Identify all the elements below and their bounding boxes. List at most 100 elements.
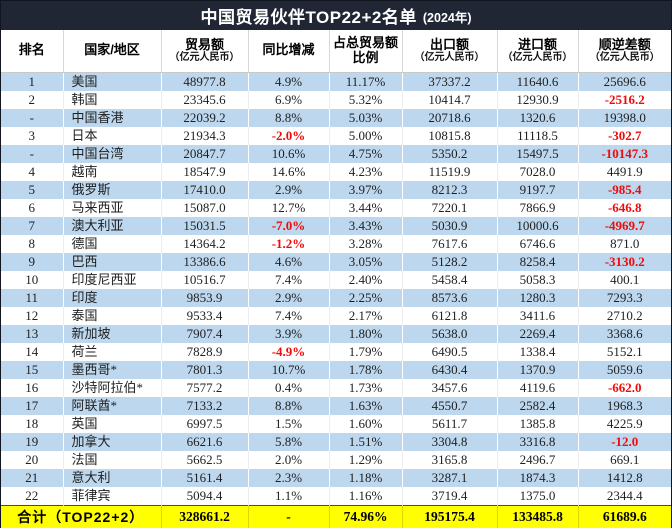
cell-share-of-total: 2.40% <box>329 270 403 289</box>
cell-country: 俄罗斯 <box>63 180 162 199</box>
table-row: 17 阿联酋* 7133.2 8.8% 1.63% 4550.7 2582.4 1968.3 <box>1 396 671 415</box>
cell-imports: 12930.9 <box>497 90 579 109</box>
cell-trade-volume: 7828.9 <box>161 342 249 361</box>
cell-country: 意大利 <box>63 468 162 487</box>
cell-trade-balance: 1412.8 <box>578 468 671 487</box>
cell-trade-volume: 22039.2 <box>161 108 249 127</box>
cell-yoy-change: 2.0% <box>248 450 330 469</box>
cell-trade-balance: 4491.9 <box>606 163 643 179</box>
cell-country: 新加坡 <box>63 324 162 343</box>
cell-trade-volume: 328661.2 <box>161 504 249 528</box>
table-row: 11 印度 9853.9 2.9% 2.25% 8573.6 1280.3 7293.3 <box>1 288 671 307</box>
cell-country: 荷兰 <box>63 342 162 361</box>
cell-imports: 15497.5 <box>497 144 579 163</box>
cell-rank: 11 <box>1 288 64 307</box>
cell-share-of-total: 3.05% <box>329 252 403 271</box>
cell-trade-balance: 2710.2 <box>606 307 643 323</box>
cell-trade-volume: 23345.6 <box>161 90 249 109</box>
cell-share-of-total: 1.51% <box>329 432 403 451</box>
cell-share-of-total: 4.75% <box>329 144 403 163</box>
cell-trade-balance: 669.1 <box>610 451 640 467</box>
cell-exports: 37337.2 <box>402 72 498 91</box>
cell-imports: 1385.8 <box>497 414 579 433</box>
cell-yoy-change: 5.8% <box>248 432 330 451</box>
cell-country: 印度尼西亚 <box>63 270 162 289</box>
cell-exports: 3719.4 <box>402 486 498 505</box>
cell-share-of-total: 1.80% <box>329 324 403 343</box>
cell-imports: 2496.7 <box>497 450 579 469</box>
cell-share-of-total: 1.73% <box>329 378 403 397</box>
cell-yoy-change: 8.8% <box>248 108 330 127</box>
cell-yoy-change: - <box>248 504 330 528</box>
cell-country: 韩国 <box>63 90 162 109</box>
table-row: 13 新加坡 7907.4 3.9% 1.80% 5638.0 2269.4 3368.6 <box>1 324 671 343</box>
table-row: 9 巴西 13386.6 4.6% 3.05% 5128.2 8258.4 -3130.2 <box>1 252 671 271</box>
cell-imports: 4119.6 <box>497 378 579 397</box>
cell-imports: 133485.8 <box>497 504 579 528</box>
cell-country: 马来西亚 <box>63 198 162 217</box>
cell-trade-volume: 9853.9 <box>161 288 249 307</box>
cell-share-of-total: 1.18% <box>329 468 403 487</box>
table-row: 3 日本 21934.3 -2.0% 5.00% 10815.8 11118.5 -302.7 <box>1 126 671 145</box>
table-row: 16 沙特阿拉伯* 7577.2 0.4% 1.73% 3457.6 4119.6 -662.… <box>1 378 671 397</box>
table-row: 7 澳大利亚 15031.5 -7.0% 3.43% 5030.9 10000.6 -4969… <box>1 216 671 235</box>
cell-share-of-total: 2.17% <box>329 306 403 325</box>
table-body: 1 美国 48977.8 4.9% 11.17% 37337.2 11640.6 25696.… <box>1 72 671 505</box>
cell-trade-balance: 2344.4 <box>606 487 643 503</box>
cell-trade-volume: 5094.4 <box>161 486 249 505</box>
table-title-year: (2024年) <box>422 11 472 25</box>
cell-exports: 8573.6 <box>402 288 498 307</box>
cell-exports: 4550.7 <box>402 396 498 415</box>
cell-imports: 7866.9 <box>497 198 579 217</box>
cell-rank: 8 <box>1 234 64 253</box>
cell-rank: 4 <box>1 162 64 181</box>
cell-trade-volume: 21934.3 <box>161 126 249 145</box>
cell-country: 印度 <box>63 288 162 307</box>
cell-share-of-total: 1.78% <box>329 360 403 379</box>
cell-yoy-change: 10.6% <box>248 144 330 163</box>
cell-yoy-change: 1.5% <box>248 414 330 433</box>
cell-trade-balance: -10147.3 <box>578 144 671 163</box>
cell-trade-balance: -302.7 <box>607 127 642 143</box>
cell-rank: - <box>1 108 64 127</box>
cell-trade-balance: 61689.6 <box>578 504 671 528</box>
cell-country: 沙特阿拉伯* <box>63 378 162 397</box>
cell-trade-balance: -662.0 <box>607 379 642 395</box>
cell-exports: 6430.4 <box>402 360 498 379</box>
column-header: 排名 <box>1 30 64 73</box>
cell-imports: 7028.0 <box>497 162 579 181</box>
total-row: 合计（TOP22+2） 328661.2-74.96% 195175.4 133485… <box>1 504 671 528</box>
cell-yoy-change: 4.9% <box>248 72 330 91</box>
cell-imports: 8258.4 <box>497 252 579 271</box>
cell-rank: 1 <box>1 72 64 91</box>
table-row: 6 马来西亚 15087.0 12.7% 3.44% 7220.1 7866.9 -646.8 <box>1 198 671 217</box>
cell-rank: - <box>1 144 64 163</box>
cell-rank: 20 <box>1 450 64 469</box>
cell-yoy-change: 2.3% <box>248 468 330 487</box>
cell-share-of-total: 1.16% <box>329 486 403 505</box>
cell-exports: 5611.7 <box>402 414 498 433</box>
cell-imports: 1874.3 <box>497 468 579 487</box>
cell-country: 中国香港 <box>63 108 162 127</box>
cell-yoy-change: 2.9% <box>248 180 330 199</box>
cell-rank: 6 <box>1 198 64 217</box>
cell-rank: 17 <box>1 396 64 415</box>
cell-rank: 18 <box>1 414 64 433</box>
table-row: 4 越南 18547.9 14.6% 4.23% 11519.9 7028.0 4491.9 <box>1 162 671 181</box>
cell-country: 越南 <box>63 162 162 181</box>
cell-imports: 1375.0 <box>497 486 579 505</box>
column-header: 贸易额 （亿元人民币） <box>161 30 249 73</box>
cell-imports: 11640.6 <box>497 72 579 91</box>
cell-share-of-total: 2.25% <box>329 288 403 307</box>
cell-country: 英国 <box>63 414 162 433</box>
cell-yoy-change: -2.0% <box>248 126 330 145</box>
cell-yoy-change: 6.9% <box>248 90 330 109</box>
cell-rank: 7 <box>1 216 64 235</box>
cell-country: 阿联酋* <box>63 396 162 415</box>
cell-yoy-change: 8.8% <box>248 396 330 415</box>
cell-exports: 5350.2 <box>402 144 498 163</box>
cell-trade-volume: 6621.6 <box>161 432 249 451</box>
cell-share-of-total: 3.44% <box>329 198 403 217</box>
cell-country: 巴西 <box>63 252 162 271</box>
